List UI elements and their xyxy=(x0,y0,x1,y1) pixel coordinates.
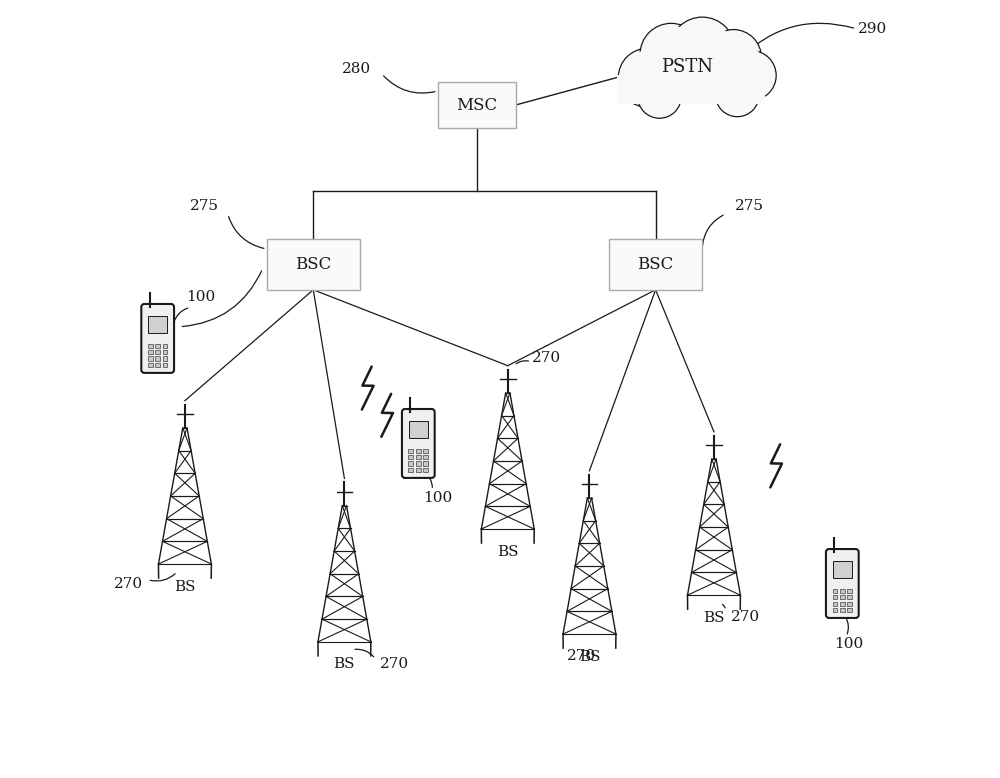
Text: BSC: BSC xyxy=(637,256,674,273)
Bar xyxy=(148,363,153,366)
Bar xyxy=(840,589,845,593)
Bar xyxy=(155,363,160,366)
Bar xyxy=(833,595,837,599)
Text: 270: 270 xyxy=(114,576,143,591)
Circle shape xyxy=(705,30,761,86)
Text: 100: 100 xyxy=(186,290,215,304)
Bar xyxy=(847,595,852,599)
Text: 270: 270 xyxy=(731,610,760,624)
Bar xyxy=(163,356,167,360)
Circle shape xyxy=(639,76,680,117)
Bar xyxy=(408,461,413,465)
Bar xyxy=(423,455,428,459)
Circle shape xyxy=(643,26,700,83)
Bar xyxy=(148,350,153,354)
Bar xyxy=(148,356,153,360)
Text: BSC: BSC xyxy=(295,256,331,273)
FancyBboxPatch shape xyxy=(617,75,765,104)
Bar xyxy=(423,461,428,465)
Text: PSTN: PSTN xyxy=(661,58,713,76)
Text: 100: 100 xyxy=(834,637,863,651)
Bar xyxy=(163,344,167,348)
Bar xyxy=(423,449,428,453)
Circle shape xyxy=(726,51,776,100)
Circle shape xyxy=(638,75,681,118)
Bar xyxy=(409,421,428,439)
FancyBboxPatch shape xyxy=(402,409,435,478)
Bar xyxy=(833,601,837,605)
Bar xyxy=(416,461,421,465)
Text: BS: BS xyxy=(703,611,725,625)
Bar xyxy=(408,468,413,471)
Text: BS: BS xyxy=(579,650,600,664)
Bar xyxy=(833,561,852,579)
Bar xyxy=(840,608,845,612)
Text: BS: BS xyxy=(334,657,355,671)
Bar xyxy=(155,350,160,354)
Bar xyxy=(840,601,845,605)
Text: 275: 275 xyxy=(734,199,763,213)
Text: 275: 275 xyxy=(190,199,219,213)
Bar xyxy=(408,455,413,459)
Bar xyxy=(155,356,160,360)
Text: 270: 270 xyxy=(380,657,410,671)
Text: 270: 270 xyxy=(532,351,561,365)
Bar xyxy=(438,82,516,128)
Bar xyxy=(163,350,167,354)
Circle shape xyxy=(618,48,677,107)
Bar xyxy=(416,468,421,471)
Bar xyxy=(847,589,852,593)
Bar xyxy=(847,608,852,612)
Bar xyxy=(163,363,167,366)
Circle shape xyxy=(621,51,675,105)
Bar xyxy=(148,316,167,334)
Bar xyxy=(847,601,852,605)
Bar xyxy=(148,344,153,348)
Bar xyxy=(155,344,160,348)
Text: MSC: MSC xyxy=(456,96,497,114)
Bar xyxy=(408,449,413,453)
Bar xyxy=(416,449,421,453)
Circle shape xyxy=(717,75,757,115)
Bar xyxy=(267,239,360,289)
Text: 270: 270 xyxy=(567,649,596,663)
Circle shape xyxy=(672,19,732,80)
Text: BS: BS xyxy=(174,580,196,594)
Circle shape xyxy=(640,23,702,86)
Bar xyxy=(833,608,837,612)
Text: 280: 280 xyxy=(342,62,371,76)
FancyBboxPatch shape xyxy=(826,549,859,618)
Circle shape xyxy=(670,17,735,82)
Bar xyxy=(416,455,421,459)
Text: 290: 290 xyxy=(858,22,887,36)
Text: BS: BS xyxy=(497,545,519,559)
Bar xyxy=(840,595,845,599)
FancyBboxPatch shape xyxy=(141,304,174,373)
Circle shape xyxy=(708,32,759,83)
Circle shape xyxy=(728,53,774,98)
Bar xyxy=(609,239,702,289)
Text: 100: 100 xyxy=(423,491,452,505)
Circle shape xyxy=(716,73,759,117)
Bar xyxy=(423,468,428,471)
Bar xyxy=(833,589,837,593)
